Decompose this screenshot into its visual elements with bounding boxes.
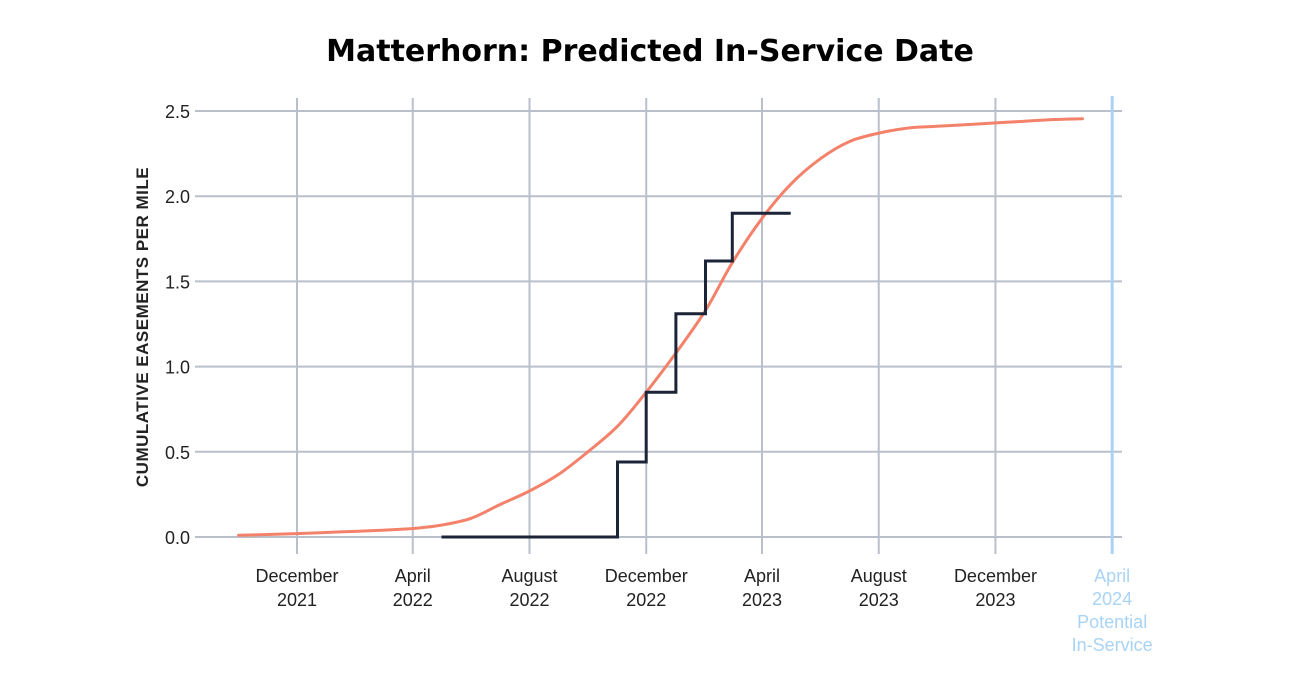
x-tick-label: 2021 [277, 590, 317, 610]
x-tick-label: 2023 [742, 590, 782, 610]
x-tick-label: 2022 [509, 590, 549, 610]
x-tick-label: 2023 [975, 590, 1015, 610]
x-tick-label: December [255, 566, 338, 586]
in-service-marker-label: 2024 [1092, 589, 1132, 609]
grid-lines [195, 98, 1122, 554]
series-group [237, 117, 1084, 539]
x-axis-ticks: December 2021 April 2022 August 2022 December 2… [255, 566, 1036, 610]
chart-title: Matterhorn: Predicted In-Service Date [326, 34, 974, 69]
y-tick-label: 1.0 [165, 358, 190, 378]
in-service-marker-label: Potential [1077, 612, 1147, 632]
y-axis-label: CUMULATIVE EASEMENTS PER MILE [133, 167, 152, 487]
x-tick-label: December [954, 566, 1037, 586]
x-tick-label: April [395, 566, 431, 586]
x-tick-label: April [744, 566, 780, 586]
x-tick-label: August [851, 566, 907, 586]
y-axis-ticks: 0.0 0.5 1.0 1.5 2.0 2.5 [165, 102, 190, 548]
x-tick-label: August [501, 566, 557, 586]
series-curve-line [237, 117, 1084, 537]
y-tick-label: 0.5 [165, 443, 190, 463]
x-tick-label: December [605, 566, 688, 586]
y-tick-label: 2.5 [165, 102, 190, 122]
y-tick-label: 0.0 [165, 528, 190, 548]
in-service-marker-label: In-Service [1072, 635, 1153, 655]
x-tick-label: 2022 [393, 590, 433, 610]
series-step-line [441, 211, 791, 539]
y-tick-label: 1.5 [165, 272, 190, 292]
x-tick-label: 2023 [859, 590, 899, 610]
y-tick-label: 2.0 [165, 187, 190, 207]
in-service-marker-label: April [1094, 566, 1130, 586]
in-service-marker: April 2024 Potential In-Service [1072, 96, 1153, 655]
x-tick-label: 2022 [626, 590, 666, 610]
